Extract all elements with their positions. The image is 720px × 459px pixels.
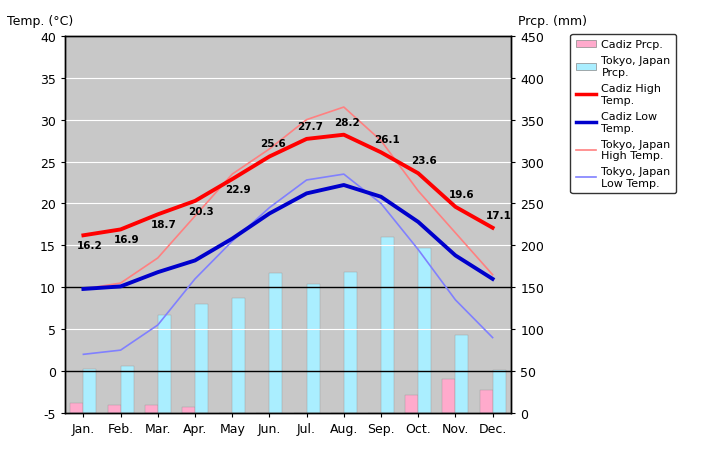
Text: 16.2: 16.2 <box>77 241 102 250</box>
Text: 16.9: 16.9 <box>114 235 140 245</box>
Bar <box>84 369 96 413</box>
Bar <box>344 273 357 413</box>
Bar <box>182 407 195 413</box>
Bar <box>145 405 158 413</box>
Bar <box>405 395 418 413</box>
Bar <box>195 304 208 413</box>
Text: Temp. (°C): Temp. (°C) <box>7 15 73 28</box>
Bar <box>232 298 246 413</box>
Text: Prcp. (mm): Prcp. (mm) <box>518 15 588 28</box>
Text: 23.6: 23.6 <box>412 156 437 166</box>
Bar <box>107 405 120 413</box>
Bar <box>455 336 469 413</box>
Bar <box>492 370 505 413</box>
Text: 22.9: 22.9 <box>225 185 251 194</box>
Legend: Cadiz Prcp., Tokyo, Japan
Prcp., Cadiz High
Temp., Cadiz Low
Temp., Tokyo, Japan: Cadiz Prcp., Tokyo, Japan Prcp., Cadiz H… <box>570 35 676 194</box>
Bar <box>442 380 455 413</box>
Bar <box>307 284 320 413</box>
Bar <box>269 274 282 413</box>
Bar <box>480 391 492 413</box>
Bar <box>121 366 134 413</box>
Text: 20.3: 20.3 <box>189 206 214 216</box>
Bar <box>418 248 431 413</box>
Text: 18.7: 18.7 <box>151 219 177 230</box>
Text: 17.1: 17.1 <box>486 210 512 220</box>
Text: 19.6: 19.6 <box>449 189 474 199</box>
Bar <box>381 237 394 413</box>
Text: 27.7: 27.7 <box>297 122 323 132</box>
Text: 28.2: 28.2 <box>335 118 360 128</box>
Bar <box>158 315 171 413</box>
Text: 25.6: 25.6 <box>260 139 286 149</box>
Text: 26.1: 26.1 <box>374 135 400 145</box>
Bar <box>71 403 84 413</box>
